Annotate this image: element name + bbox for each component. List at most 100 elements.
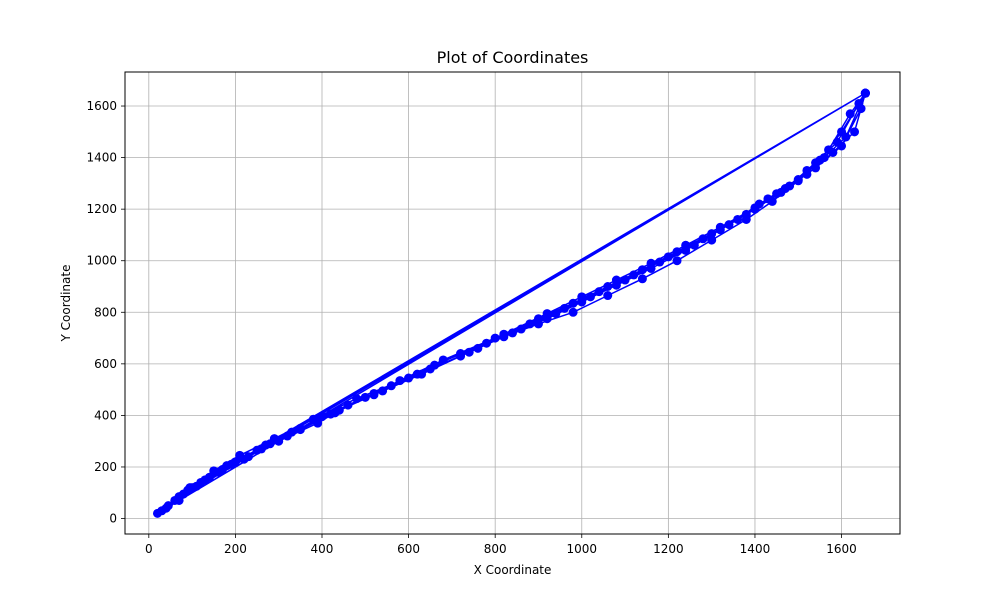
data-point <box>274 436 284 446</box>
x-tick-label: 1000 <box>567 542 598 556</box>
data-point <box>763 194 773 204</box>
data-point <box>226 459 236 469</box>
data-point <box>161 503 171 513</box>
data-point <box>456 349 466 359</box>
x-tick-label: 400 <box>311 542 334 556</box>
data-point <box>689 240 699 250</box>
data-point <box>178 489 188 499</box>
data-point <box>681 240 691 250</box>
y-axis-title: Y Coordinate <box>59 265 73 343</box>
y-tick-label: 1400 <box>86 151 117 165</box>
data-point <box>698 234 708 244</box>
data-point <box>473 343 483 353</box>
data-point <box>542 309 552 319</box>
data-point <box>707 235 717 245</box>
data-point <box>516 324 526 334</box>
data-point <box>343 400 353 410</box>
data-point <box>611 275 621 285</box>
data-point <box>707 229 717 239</box>
data-point <box>174 495 184 505</box>
data-point <box>559 303 569 313</box>
data-point <box>780 184 790 194</box>
data-point <box>837 141 847 151</box>
data-point <box>499 329 509 339</box>
data-point <box>369 388 379 398</box>
x-tick-label: 1600 <box>826 542 857 556</box>
data-point <box>603 291 613 301</box>
data-point <box>412 369 422 379</box>
grid-layer <box>125 72 900 534</box>
data-point <box>655 257 665 267</box>
data-point <box>724 220 734 230</box>
x-tick-label: 800 <box>484 542 507 556</box>
y-tick-label: 1200 <box>86 202 117 216</box>
data-point <box>741 209 751 219</box>
y-tick-label: 1000 <box>86 254 117 268</box>
data-point <box>828 147 838 157</box>
data-point <box>663 252 673 262</box>
data-point <box>482 338 492 348</box>
data-point <box>772 189 782 199</box>
data-point <box>490 333 500 343</box>
data-point <box>802 169 812 179</box>
data-point <box>793 175 803 185</box>
series-line <box>157 92 867 515</box>
data-point <box>750 203 760 213</box>
data-point <box>646 258 656 268</box>
y-tick-label: 400 <box>94 408 117 422</box>
data-point <box>637 274 647 284</box>
x-axis-title: X Coordinate <box>474 563 552 577</box>
x-tick-label: 0 <box>145 542 153 556</box>
y-tick-label: 800 <box>94 305 117 319</box>
data-point <box>672 256 682 266</box>
data-point <box>811 163 821 173</box>
chart-title: Plot of Coordinates <box>437 48 589 67</box>
data-point <box>464 347 474 357</box>
data-point <box>386 381 396 391</box>
data-point <box>845 109 855 119</box>
x-tick-label: 600 <box>397 542 420 556</box>
x-tick-label: 200 <box>224 542 247 556</box>
data-point <box>533 314 543 324</box>
data-point <box>551 309 561 319</box>
data-point <box>629 270 639 280</box>
data-point <box>395 376 405 386</box>
data-point <box>200 475 210 485</box>
data-point <box>330 408 340 418</box>
data-point <box>860 88 870 98</box>
y-tick-label: 0 <box>109 512 117 526</box>
data-point <box>508 328 517 338</box>
data-point <box>585 292 595 302</box>
data-point <box>637 265 647 275</box>
y-tick-label: 200 <box>94 460 117 474</box>
data-point <box>430 360 440 370</box>
data-point <box>256 444 266 454</box>
data-point <box>360 392 370 402</box>
data-point <box>577 292 587 302</box>
data-point <box>594 287 604 297</box>
data-point <box>187 483 197 493</box>
x-tick-label: 1200 <box>653 542 684 556</box>
data-point <box>404 373 414 383</box>
data-point <box>438 355 448 365</box>
data-point <box>850 127 860 137</box>
data-point <box>568 298 578 308</box>
data-point <box>603 282 613 291</box>
data-point <box>620 275 630 285</box>
data-point <box>295 425 305 435</box>
data-point <box>352 394 362 404</box>
data-point <box>317 412 327 422</box>
series-layer <box>152 88 870 518</box>
data-point <box>378 386 388 396</box>
data-point <box>841 132 851 142</box>
tick-layer: 0 200 400 600 800 1000 1200 1400 1600 0 200 400 600 8… <box>86 99 856 556</box>
data-point <box>568 307 578 317</box>
data-point <box>819 153 829 163</box>
y-tick-label: 600 <box>94 357 117 371</box>
data-point <box>715 222 725 232</box>
data-point <box>313 418 323 428</box>
data-point <box>282 431 292 441</box>
data-point <box>856 104 866 114</box>
